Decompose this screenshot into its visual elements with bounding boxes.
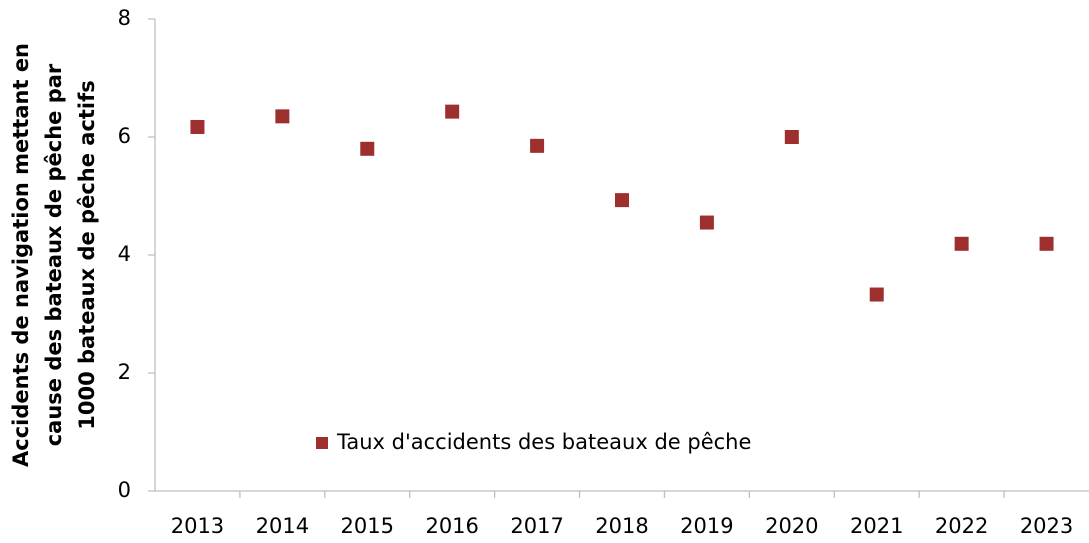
x-tick-label: 2015 — [341, 514, 394, 538]
y-axis-title: 1000 bateaux de pêche actifs — [75, 80, 99, 430]
marker — [954, 236, 969, 251]
marker — [1039, 236, 1054, 251]
y-tick-label: 4 — [118, 242, 131, 266]
x-tick-label: 2022 — [935, 514, 988, 538]
y-axis-title: Accidents de navigation mettant en — [9, 43, 33, 467]
marker — [360, 141, 375, 156]
legend-label: Taux d'accidents des bateaux de pêche — [336, 430, 751, 454]
marker — [275, 109, 290, 124]
marker — [445, 104, 460, 119]
x-tick-label: 2021 — [850, 514, 903, 538]
marker — [699, 215, 714, 230]
y-axis-title: cause des bateaux de pêche par — [42, 63, 66, 446]
y-tick-label: 8 — [118, 6, 131, 30]
y-tick-label: 6 — [118, 124, 131, 148]
x-tick-label: 2014 — [256, 514, 309, 538]
marker — [869, 287, 884, 302]
x-tick-label: 2023 — [1020, 514, 1073, 538]
y-tick-label: 2 — [118, 360, 131, 384]
marker — [615, 193, 629, 208]
x-tick-label: 2019 — [680, 514, 733, 538]
x-tick-label: 2016 — [425, 514, 478, 538]
marker — [190, 119, 205, 134]
x-tick-label: 2018 — [595, 514, 648, 538]
marker — [784, 130, 799, 144]
x-tick-label: 2017 — [510, 514, 563, 538]
y-tick-label: 0 — [118, 478, 131, 502]
x-tick-label: 2020 — [765, 514, 818, 538]
x-tick-label: 2013 — [171, 514, 224, 538]
legend-swatch — [316, 437, 328, 449]
marker — [530, 138, 545, 153]
